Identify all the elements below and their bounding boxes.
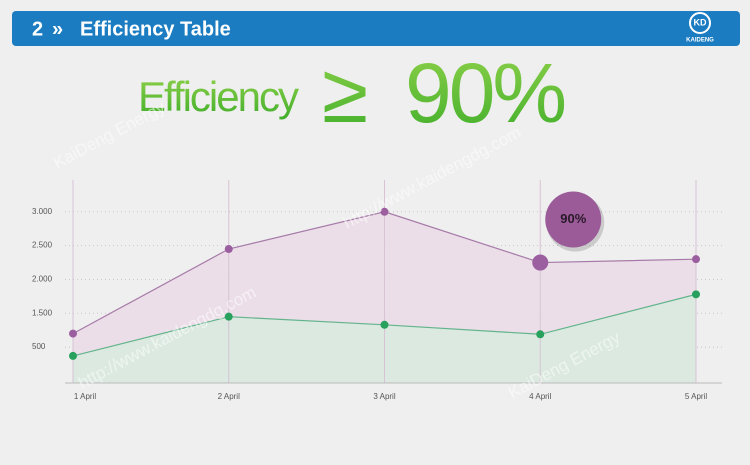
headline-symbol: ≥ — [322, 46, 368, 140]
point — [380, 207, 389, 216]
logo-ring — [689, 12, 711, 34]
section-number: 2 — [32, 18, 43, 40]
headline-figure: 90% — [405, 46, 564, 140]
watermark: KaiDeng Energy — [50, 97, 169, 172]
y-tick-label: 3.000 — [32, 207, 53, 216]
y-tick-label: 1.500 — [32, 308, 53, 317]
point — [69, 329, 77, 338]
annotation-bubble — [545, 191, 602, 248]
x-tick-label: 1 April — [74, 392, 96, 401]
x-tick-label: 2 April — [218, 392, 240, 401]
point — [224, 245, 233, 254]
x-tick-label: 3 April — [373, 392, 395, 401]
annotation-text: 90% — [560, 211, 586, 226]
y-tick-label: 500 — [32, 342, 46, 351]
header-title: Efficiency Table — [80, 18, 231, 40]
y-tick-label: 2.000 — [32, 275, 53, 284]
header-bar — [12, 11, 740, 46]
point — [692, 255, 700, 264]
logo-text: KAIDENG — [686, 38, 714, 44]
x-tick-label: 5 April — [685, 392, 707, 401]
y-tick-label: 2.500 — [32, 241, 53, 250]
point — [69, 351, 77, 360]
section-arrow: » — [52, 18, 63, 40]
point — [532, 254, 549, 271]
headline-word: Efficiency — [138, 73, 299, 120]
logo-mark: KD — [694, 17, 707, 27]
point — [536, 330, 545, 339]
chart: 500 1.500 2.000 2.500 3.000 1 April 2 April 3 A… — [32, 180, 722, 401]
point — [380, 320, 389, 329]
x-tick-label: 4 April — [529, 392, 551, 401]
point — [692, 290, 700, 299]
point — [224, 312, 233, 321]
